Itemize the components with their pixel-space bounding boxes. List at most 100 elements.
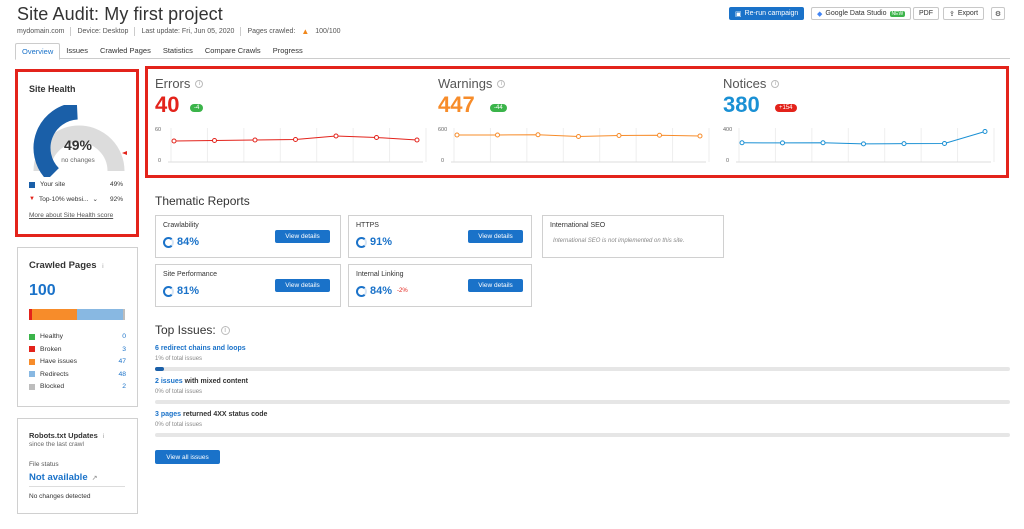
pages-crawled-value: 100/100: [315, 28, 341, 35]
project-name: My first project: [104, 4, 223, 24]
international-seo-note: International SEO is not implemented on …: [553, 238, 685, 244]
notices-count[interactable]: 380: [723, 92, 760, 117]
info-icon[interactable]: i: [771, 79, 780, 88]
warnings-data-point: [535, 132, 541, 138]
info-icon[interactable]: i: [102, 264, 104, 270]
errors-count[interactable]: 40: [155, 92, 180, 117]
info-icon[interactable]: i: [497, 79, 506, 88]
issue-link[interactable]: 2 issues: [155, 378, 183, 385]
robots-card: [17, 418, 138, 514]
progress-ring-icon: [163, 285, 174, 297]
legend-top10[interactable]: ▼ Top-10% websi... ⌄ 92%: [29, 195, 123, 204]
view-all-issues-button[interactable]: View all issues: [155, 450, 220, 464]
google-data-studio-button[interactable]: ◆ Google Data Studio NEW: [811, 7, 912, 20]
errors-data-point: [374, 135, 379, 140]
progress-ring-icon: [356, 285, 367, 297]
crawled-row-blocked[interactable]: Blocked 2: [29, 383, 126, 390]
last-update-label: Last update: Fri, Jun 05, 2020: [141, 28, 235, 35]
pages-crawled-label: Pages crawled:: [247, 28, 296, 35]
site-health-highlight: [15, 69, 139, 237]
issue-title: 2 issues with mixed content: [155, 378, 248, 385]
notices-data-point: [942, 141, 947, 146]
errors-ymax: 60: [155, 127, 162, 133]
internal-linking-delta: -2%: [397, 288, 408, 294]
issue-share: 1% of total issues: [155, 356, 203, 362]
legend-swatch: [29, 333, 35, 340]
warnings-label: Warnings i: [438, 76, 506, 91]
crawled-row-redirects[interactable]: Redirects 48: [29, 371, 126, 378]
progress-ring-icon: [356, 236, 367, 248]
crawled-pages-total[interactable]: 100: [29, 282, 56, 299]
file-status-label: File status: [29, 461, 59, 468]
device-label: Device: Desktop: [77, 28, 129, 35]
file-status-value[interactable]: Not available ↗: [29, 472, 98, 483]
crawled-pages-card: [17, 247, 138, 407]
more-site-health-link[interactable]: More about Site Health score: [29, 212, 114, 219]
errors-label: Errors i: [155, 76, 204, 91]
issue-progress-bar: [155, 400, 1010, 404]
warnings-trend-chart[interactable]: [451, 126, 716, 166]
issue-progress-bar: [155, 367, 1010, 371]
rerun-campaign-button[interactable]: ▣ Re-run campaign: [729, 7, 805, 20]
top10-marker-icon: [122, 151, 127, 155]
legend-your-site: Your site 49%: [29, 181, 123, 188]
export-button[interactable]: ⇪ Export: [943, 7, 985, 20]
site-performance-view-details-button[interactable]: View details: [275, 279, 330, 292]
notices-ymin: 0: [726, 158, 730, 164]
tab-bar: Overview Issues Crawled Pages Statistics…: [15, 43, 309, 60]
issue-link[interactable]: 6 redirect chains and loops: [155, 345, 246, 352]
settings-button[interactable]: ⚙: [991, 7, 1005, 20]
bar-segment-redirects[interactable]: [76, 309, 124, 320]
robots-subtitle: since the last crawl: [29, 441, 84, 448]
legend-swatch: [29, 358, 35, 365]
info-icon[interactable]: i: [220, 325, 230, 335]
warnings-data-point: [657, 132, 662, 138]
crawlability-view-details-button[interactable]: View details: [275, 230, 330, 243]
tab-issues[interactable]: Issues: [66, 46, 88, 55]
warning-icon: ▲: [301, 27, 310, 36]
issue-share: 0% of total issues: [155, 389, 203, 395]
tab-progress[interactable]: Progress: [272, 46, 303, 55]
thematic-box-international-seo: International SEO International SEO is n…: [542, 215, 724, 258]
info-icon[interactable]: i: [102, 434, 105, 440]
warnings-data-point: [616, 133, 622, 138]
thematic-box-crawlability: Crawlability 84% View details: [155, 215, 341, 258]
notices-label: Notices i: [723, 76, 780, 91]
notices-data-point: [739, 140, 745, 146]
site-health-percent: 49%: [63, 137, 93, 153]
notices-ymax: 400: [723, 127, 733, 133]
crawled-row-healthy[interactable]: Healthy 0: [29, 333, 126, 340]
bar-segment-have-issues[interactable]: [31, 309, 77, 320]
tab-compare-crawls[interactable]: Compare Crawls: [204, 46, 261, 55]
crawled-row-have-issues[interactable]: Have issues 47: [29, 358, 126, 365]
issue-title: 6 redirect chains and loops: [155, 345, 246, 352]
tab-crawled-pages[interactable]: Crawled Pages: [99, 46, 151, 55]
warnings-data-point: [454, 132, 460, 138]
issue-share: 0% of total issues: [155, 422, 203, 428]
bar-segment-blocked[interactable]: [123, 309, 125, 320]
internal-linking-view-details-button[interactable]: View details: [468, 279, 523, 292]
tab-overview[interactable]: Overview: [15, 43, 61, 60]
warnings-count[interactable]: 447: [438, 92, 475, 117]
thematic-box-https: HTTPS 91% View details: [348, 215, 532, 258]
legend-swatch: [29, 346, 35, 353]
site-health-title: Site Health: [29, 84, 76, 94]
issue-title: 3 pages returned 4XX status code: [155, 411, 268, 418]
info-icon[interactable]: i: [195, 79, 204, 88]
issue-progress-bar: [155, 433, 1010, 437]
notices-trend-chart[interactable]: [736, 126, 1001, 166]
https-view-details-button[interactable]: View details: [468, 230, 523, 243]
site-health-change: no changes: [61, 157, 95, 164]
issue-link[interactable]: 3 pages: [155, 411, 182, 418]
robots-changes: No changes detected: [29, 493, 91, 500]
warnings-ymin: 0: [441, 158, 445, 164]
progress-ring-icon: [163, 236, 174, 248]
pdf-button[interactable]: PDF: [913, 7, 939, 20]
crawled-row-broken[interactable]: Broken 3: [29, 346, 126, 353]
crawled-pages-bar: [29, 309, 125, 320]
warnings-data-point: [495, 132, 500, 138]
errors-trend-chart[interactable]: [168, 126, 433, 166]
bar-segment-broken[interactable]: [29, 309, 32, 320]
notices-data-point: [901, 141, 907, 147]
tab-statistics[interactable]: Statistics: [162, 46, 193, 55]
